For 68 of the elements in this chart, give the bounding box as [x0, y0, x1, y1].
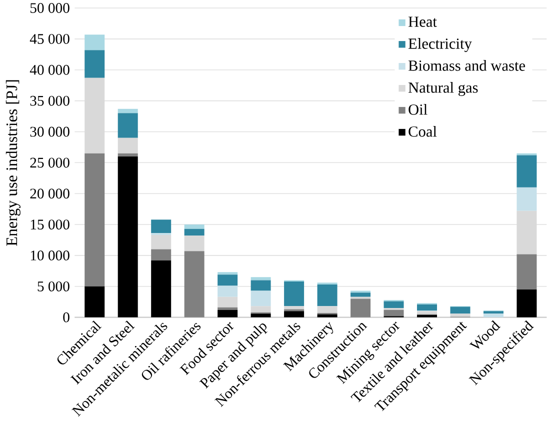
bar — [184, 224, 204, 229]
bar — [516, 210, 537, 254]
bar — [118, 156, 138, 318]
bar — [450, 306, 470, 314]
bar — [151, 260, 172, 318]
legend-label: Coal — [408, 126, 437, 137]
bar — [84, 153, 105, 286]
bar — [350, 298, 371, 318]
bar — [516, 187, 537, 211]
legend-label: Natural gas — [408, 82, 478, 96]
y-tick-label: 0 — [63, 312, 70, 322]
bar — [250, 306, 271, 312]
bar — [218, 272, 238, 275]
bar — [384, 301, 404, 308]
bar — [184, 236, 204, 252]
bar — [250, 290, 271, 306]
bar — [218, 286, 238, 297]
bar — [284, 306, 304, 310]
bar — [284, 281, 304, 306]
y-tick-label: 50 000 — [30, 3, 70, 13]
bar — [417, 304, 438, 311]
y-tick-label: 20 000 — [30, 188, 70, 199]
bar — [118, 113, 138, 138]
bar — [84, 286, 105, 318]
bar — [250, 277, 271, 280]
bar — [151, 235, 172, 250]
bar — [516, 289, 537, 318]
bar — [350, 292, 371, 297]
y-tick-label: 30 000 — [30, 126, 70, 137]
bar — [317, 284, 338, 306]
bar — [184, 228, 204, 236]
bar — [218, 307, 238, 310]
bar — [250, 280, 271, 291]
bar — [250, 314, 271, 318]
y-tick-label: 45 000 — [30, 34, 70, 44]
y-tick-label: 35 000 — [30, 96, 70, 106]
bar — [384, 310, 404, 316]
legend-label: Heat — [408, 16, 437, 27]
bar — [151, 220, 172, 234]
bar — [218, 310, 238, 318]
bar — [118, 153, 138, 156]
bar — [417, 311, 438, 314]
legend-label: Electricity — [408, 38, 472, 52]
bar — [317, 314, 338, 318]
bar — [184, 251, 204, 318]
bar — [317, 306, 338, 313]
bar — [84, 34, 105, 50]
legend-label: Oil — [408, 104, 428, 115]
bar — [483, 314, 504, 318]
y-tick-label: 15 000 — [30, 220, 70, 230]
bar — [218, 296, 238, 308]
bar — [218, 274, 238, 286]
bar — [84, 78, 105, 154]
bar — [516, 254, 537, 290]
bar — [151, 249, 172, 260]
bar — [118, 108, 138, 114]
y-tick-label: 5 000 — [38, 281, 70, 292]
y-axis-title: Energy use industries [PJ] — [6, 80, 20, 246]
y-tick-label: 10 000 — [30, 250, 70, 260]
legend-label: Biomass and waste — [408, 60, 526, 71]
bar — [84, 50, 105, 78]
y-tick-label: 25 000 — [30, 158, 70, 168]
bar — [450, 314, 470, 317]
bar — [483, 311, 504, 314]
bar — [118, 138, 138, 154]
bar — [516, 155, 537, 188]
y-tick-label: 40 000 — [30, 64, 70, 75]
bar — [284, 311, 304, 318]
